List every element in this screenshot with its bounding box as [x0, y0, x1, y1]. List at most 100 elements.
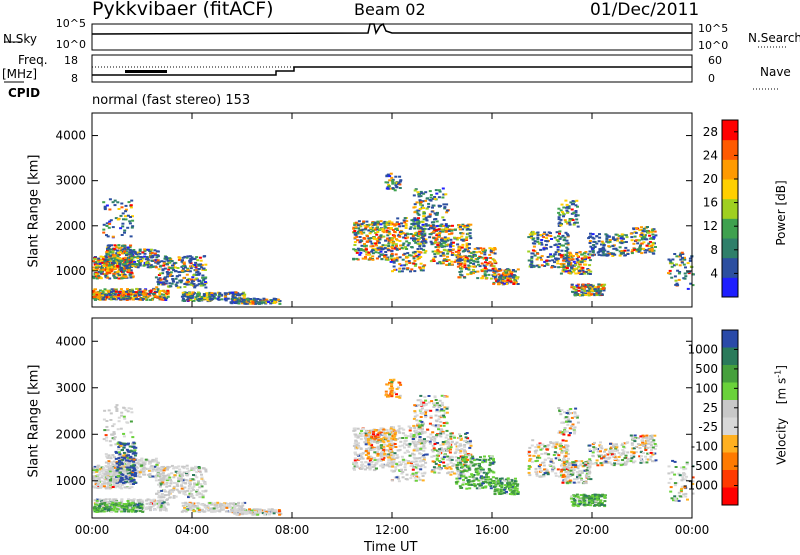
- velocity-cell: [151, 476, 154, 478]
- velocity-cell: [123, 418, 126, 420]
- power-cell: [158, 268, 161, 270]
- velocity-cell: [119, 486, 122, 488]
- velocity-cell: [192, 497, 195, 499]
- velocity-cell: [418, 433, 421, 435]
- velocity-cell: [105, 487, 108, 489]
- power-cell: [162, 281, 165, 283]
- velocity-cell: [419, 479, 422, 481]
- power-cell: [467, 265, 470, 267]
- velocity-cell: [394, 466, 397, 468]
- power-cell: [168, 257, 171, 259]
- power-cell: [448, 259, 451, 261]
- velocity-cell: [489, 464, 492, 466]
- velocity-cell: [408, 446, 411, 448]
- velocity-cell: [451, 456, 454, 458]
- power-cell: [162, 284, 165, 286]
- power-cell: [358, 220, 361, 222]
- velocity-cell: [145, 508, 148, 510]
- power-cell: [359, 231, 362, 233]
- velocity-cell: [479, 459, 482, 461]
- velocity-cell: [153, 504, 156, 506]
- velocity-cell: [192, 510, 195, 512]
- power-cell: [143, 256, 146, 258]
- velocity-cell: [191, 478, 194, 480]
- power-cell: [442, 252, 445, 254]
- power-cell: [355, 258, 358, 260]
- velocity-cell: [412, 435, 415, 437]
- power-cell: [201, 277, 204, 279]
- power-cell: [196, 298, 199, 300]
- velocity-cell: [148, 463, 151, 465]
- velocity-cell: [422, 475, 425, 477]
- power-cell: [433, 196, 436, 198]
- velocity-cell: [412, 467, 415, 469]
- power-cell: [105, 251, 108, 253]
- velocity-cell: [429, 423, 432, 425]
- velocity-cell: [436, 404, 439, 406]
- power-cell: [445, 264, 448, 266]
- velocity-cell: [462, 479, 465, 481]
- power-cell: [380, 251, 383, 253]
- velocity-cell: [413, 449, 416, 451]
- power-cell: [398, 236, 401, 238]
- power-cell: [416, 223, 419, 225]
- power-cell: [427, 206, 430, 208]
- power-cell: [384, 244, 387, 246]
- power-cell: [446, 256, 449, 258]
- velocity-cell: [220, 503, 223, 505]
- power-cell: [410, 233, 413, 235]
- velocity-cell: [117, 428, 120, 430]
- power-cell: [231, 292, 234, 294]
- power-cell: [506, 279, 509, 281]
- power-cell: [278, 303, 281, 305]
- velocity-cell: [451, 441, 454, 443]
- velocity-cell: [184, 502, 187, 504]
- velocity-cell: [353, 428, 356, 430]
- power-cell: [355, 222, 358, 224]
- power-cell: [363, 243, 366, 245]
- velocity-cell: [149, 503, 152, 505]
- velocity-cell: [463, 452, 466, 454]
- velocity-cell: [96, 470, 99, 472]
- velocity-cell: [354, 457, 357, 459]
- power-cell: [178, 274, 181, 276]
- velocity-cell: [435, 415, 438, 417]
- power-cell: [491, 248, 494, 250]
- velocity-cell: [462, 459, 465, 461]
- power-cell: [108, 227, 111, 229]
- power-cell: [490, 278, 493, 280]
- velocity-cell: [112, 475, 115, 477]
- power-cell: [432, 225, 435, 227]
- power-cell: [504, 274, 507, 276]
- velocity-cell: [364, 461, 367, 463]
- power-cell: [484, 261, 487, 263]
- velocity-cell: [105, 465, 108, 467]
- velocity-cell: [199, 471, 202, 473]
- power-cell: [129, 277, 132, 279]
- velocity-cell: [101, 469, 104, 471]
- power-cell: [187, 256, 190, 258]
- power-cell: [405, 248, 408, 250]
- power-cell: [470, 272, 473, 274]
- velocity-cell: [459, 462, 462, 464]
- velocity-cell: [481, 482, 484, 484]
- velocity-cell: [466, 480, 469, 482]
- power-cell: [401, 270, 404, 272]
- power-cell: [451, 225, 454, 227]
- velocity-cell: [398, 480, 401, 482]
- velocity-cell: [360, 430, 363, 432]
- power-cell: [402, 259, 405, 261]
- velocity-cell: [192, 505, 195, 507]
- power-cell: [112, 251, 115, 253]
- velocity-cell: [438, 418, 441, 420]
- power-cell: [448, 249, 451, 251]
- power-cell: [120, 288, 123, 290]
- velocity-cell: [429, 437, 432, 439]
- power-cell: [474, 248, 477, 250]
- power-cell: [450, 230, 453, 232]
- power-cell: [181, 296, 184, 298]
- power-cell: [390, 261, 393, 263]
- power-cell: [388, 231, 391, 233]
- power-cell: [252, 303, 255, 305]
- velocity-cell: [127, 464, 130, 466]
